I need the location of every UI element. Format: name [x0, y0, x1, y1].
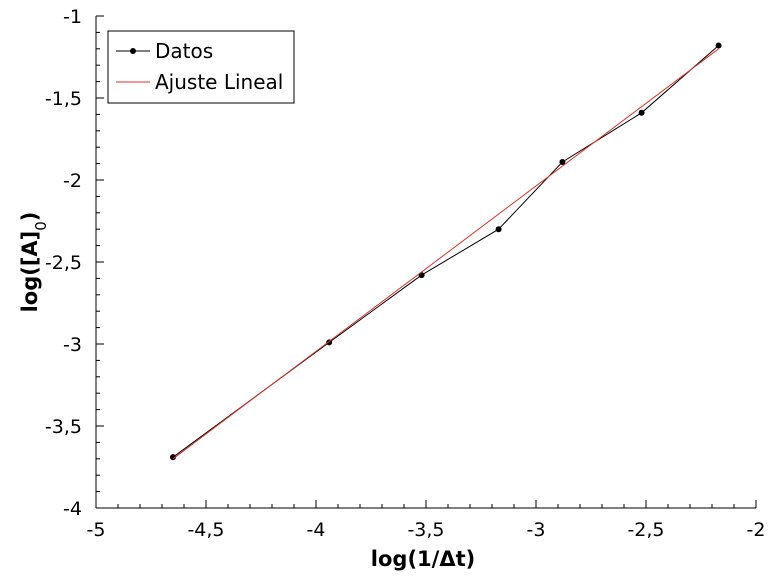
- x-tick-label: -2: [747, 519, 766, 541]
- x-tick-label: -4,5: [187, 519, 224, 541]
- data-point: [495, 226, 502, 233]
- x-tick-label: -3,5: [407, 519, 444, 541]
- legend-label-ajuste: Ajuste Lineal: [155, 70, 283, 94]
- x-axis-title: log(1/Δt): [371, 547, 475, 571]
- y-tick-label: -1,5: [45, 88, 82, 110]
- data-point: [638, 109, 645, 116]
- y-tick-label: -2,5: [45, 252, 82, 274]
- data-point: [170, 454, 176, 461]
- legend-label-datos: Datos: [155, 39, 213, 63]
- y-axis-title: log([A]0): [18, 212, 50, 313]
- series-line-ajuste-lineal: [172, 48, 719, 460]
- legend-box: [107, 30, 295, 104]
- x-tick-label: -4: [307, 519, 326, 541]
- legend-marker-datos: [130, 48, 136, 54]
- axes: -4 -3,5 -3 -2,5 -2 -1,5 -1 -5 -4,5 -4 -3,5 -3 -2,5 -2: [45, 6, 766, 541]
- y-axis-title-main: log([A]: [18, 231, 42, 313]
- y-tick-label: -1: [63, 6, 82, 28]
- y-axis-title-close: ): [18, 212, 42, 222]
- y-axis-title-sub: 0: [32, 221, 50, 231]
- y-tick-label: -3: [63, 334, 82, 356]
- data-point: [559, 158, 566, 165]
- y-tick-label: -2: [63, 170, 82, 192]
- series-layer: [170, 42, 722, 461]
- series-line-datos: [172, 45, 719, 458]
- y-tick-label: -3,5: [45, 416, 82, 438]
- x-tick-label: -2,5: [627, 519, 664, 541]
- x-tick-label: -5: [87, 519, 106, 541]
- y-tick-label: -4: [63, 498, 82, 520]
- data-point: [715, 42, 722, 49]
- legend: Datos Ajuste Lineal: [107, 30, 295, 104]
- x-tick-label: -3: [527, 519, 546, 541]
